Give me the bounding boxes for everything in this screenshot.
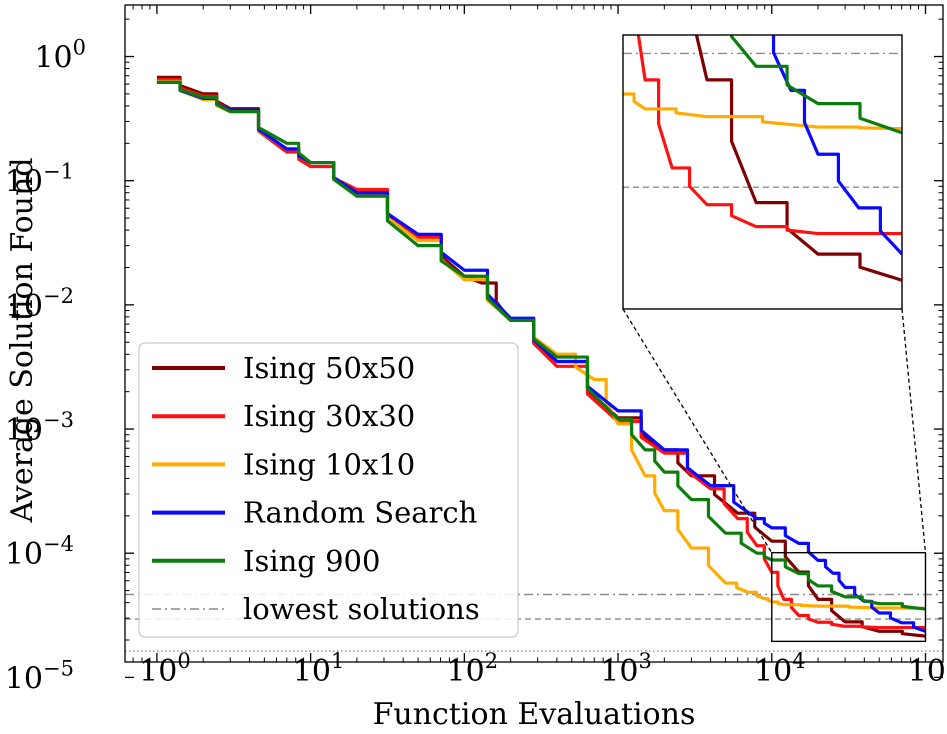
tick-label: 100 xyxy=(34,36,86,76)
inset-series-line xyxy=(636,35,902,236)
tick-label: 104 xyxy=(754,649,806,689)
tick-label: 10−2 xyxy=(5,284,74,324)
series-line xyxy=(156,80,926,611)
tick-label: 103 xyxy=(600,649,652,689)
tick-label: 10−5 xyxy=(5,656,74,696)
tick-label: 10−1 xyxy=(5,160,74,200)
inset-frame xyxy=(622,34,903,310)
legend-label: Random Search xyxy=(243,496,477,530)
series-line xyxy=(156,80,927,633)
inset-series-line xyxy=(623,91,902,131)
inset-content xyxy=(623,35,902,282)
inset-connector xyxy=(622,308,773,554)
legend-box xyxy=(138,342,519,638)
legend: Ising 50x50 Ising 30x30 Ising 10x10 Random … xyxy=(138,342,519,638)
legend-label: Ising 900 xyxy=(243,544,380,578)
legend-label: lowest solutions xyxy=(243,592,480,626)
inset-plot xyxy=(622,34,903,310)
x-axis-label: Function Evaluations xyxy=(373,697,696,732)
y-axis-label: Average Solution Found xyxy=(5,157,40,523)
plot-frame xyxy=(124,4,944,663)
tick-label: 101 xyxy=(293,649,345,689)
tick-label: 10−4 xyxy=(5,532,74,572)
legend-label: Ising 10x10 xyxy=(243,447,415,481)
tick-label: 102 xyxy=(447,649,499,689)
zoom-indicator xyxy=(622,308,927,643)
tick-label: 10−3 xyxy=(5,408,74,448)
legend-label: Ising 50x50 xyxy=(243,351,415,385)
inset-connector xyxy=(901,308,927,553)
tick-label: 100 xyxy=(139,649,191,689)
legend-label: Ising 30x30 xyxy=(243,399,415,433)
zoom-box xyxy=(771,551,927,643)
axes: 100 101 102 103 104 105 100 10−1 10−2 10−3 10−4 10−… xyxy=(5,4,947,696)
tick-label: 105 xyxy=(908,649,947,689)
series-lines xyxy=(156,75,927,638)
inset-background xyxy=(623,35,902,309)
